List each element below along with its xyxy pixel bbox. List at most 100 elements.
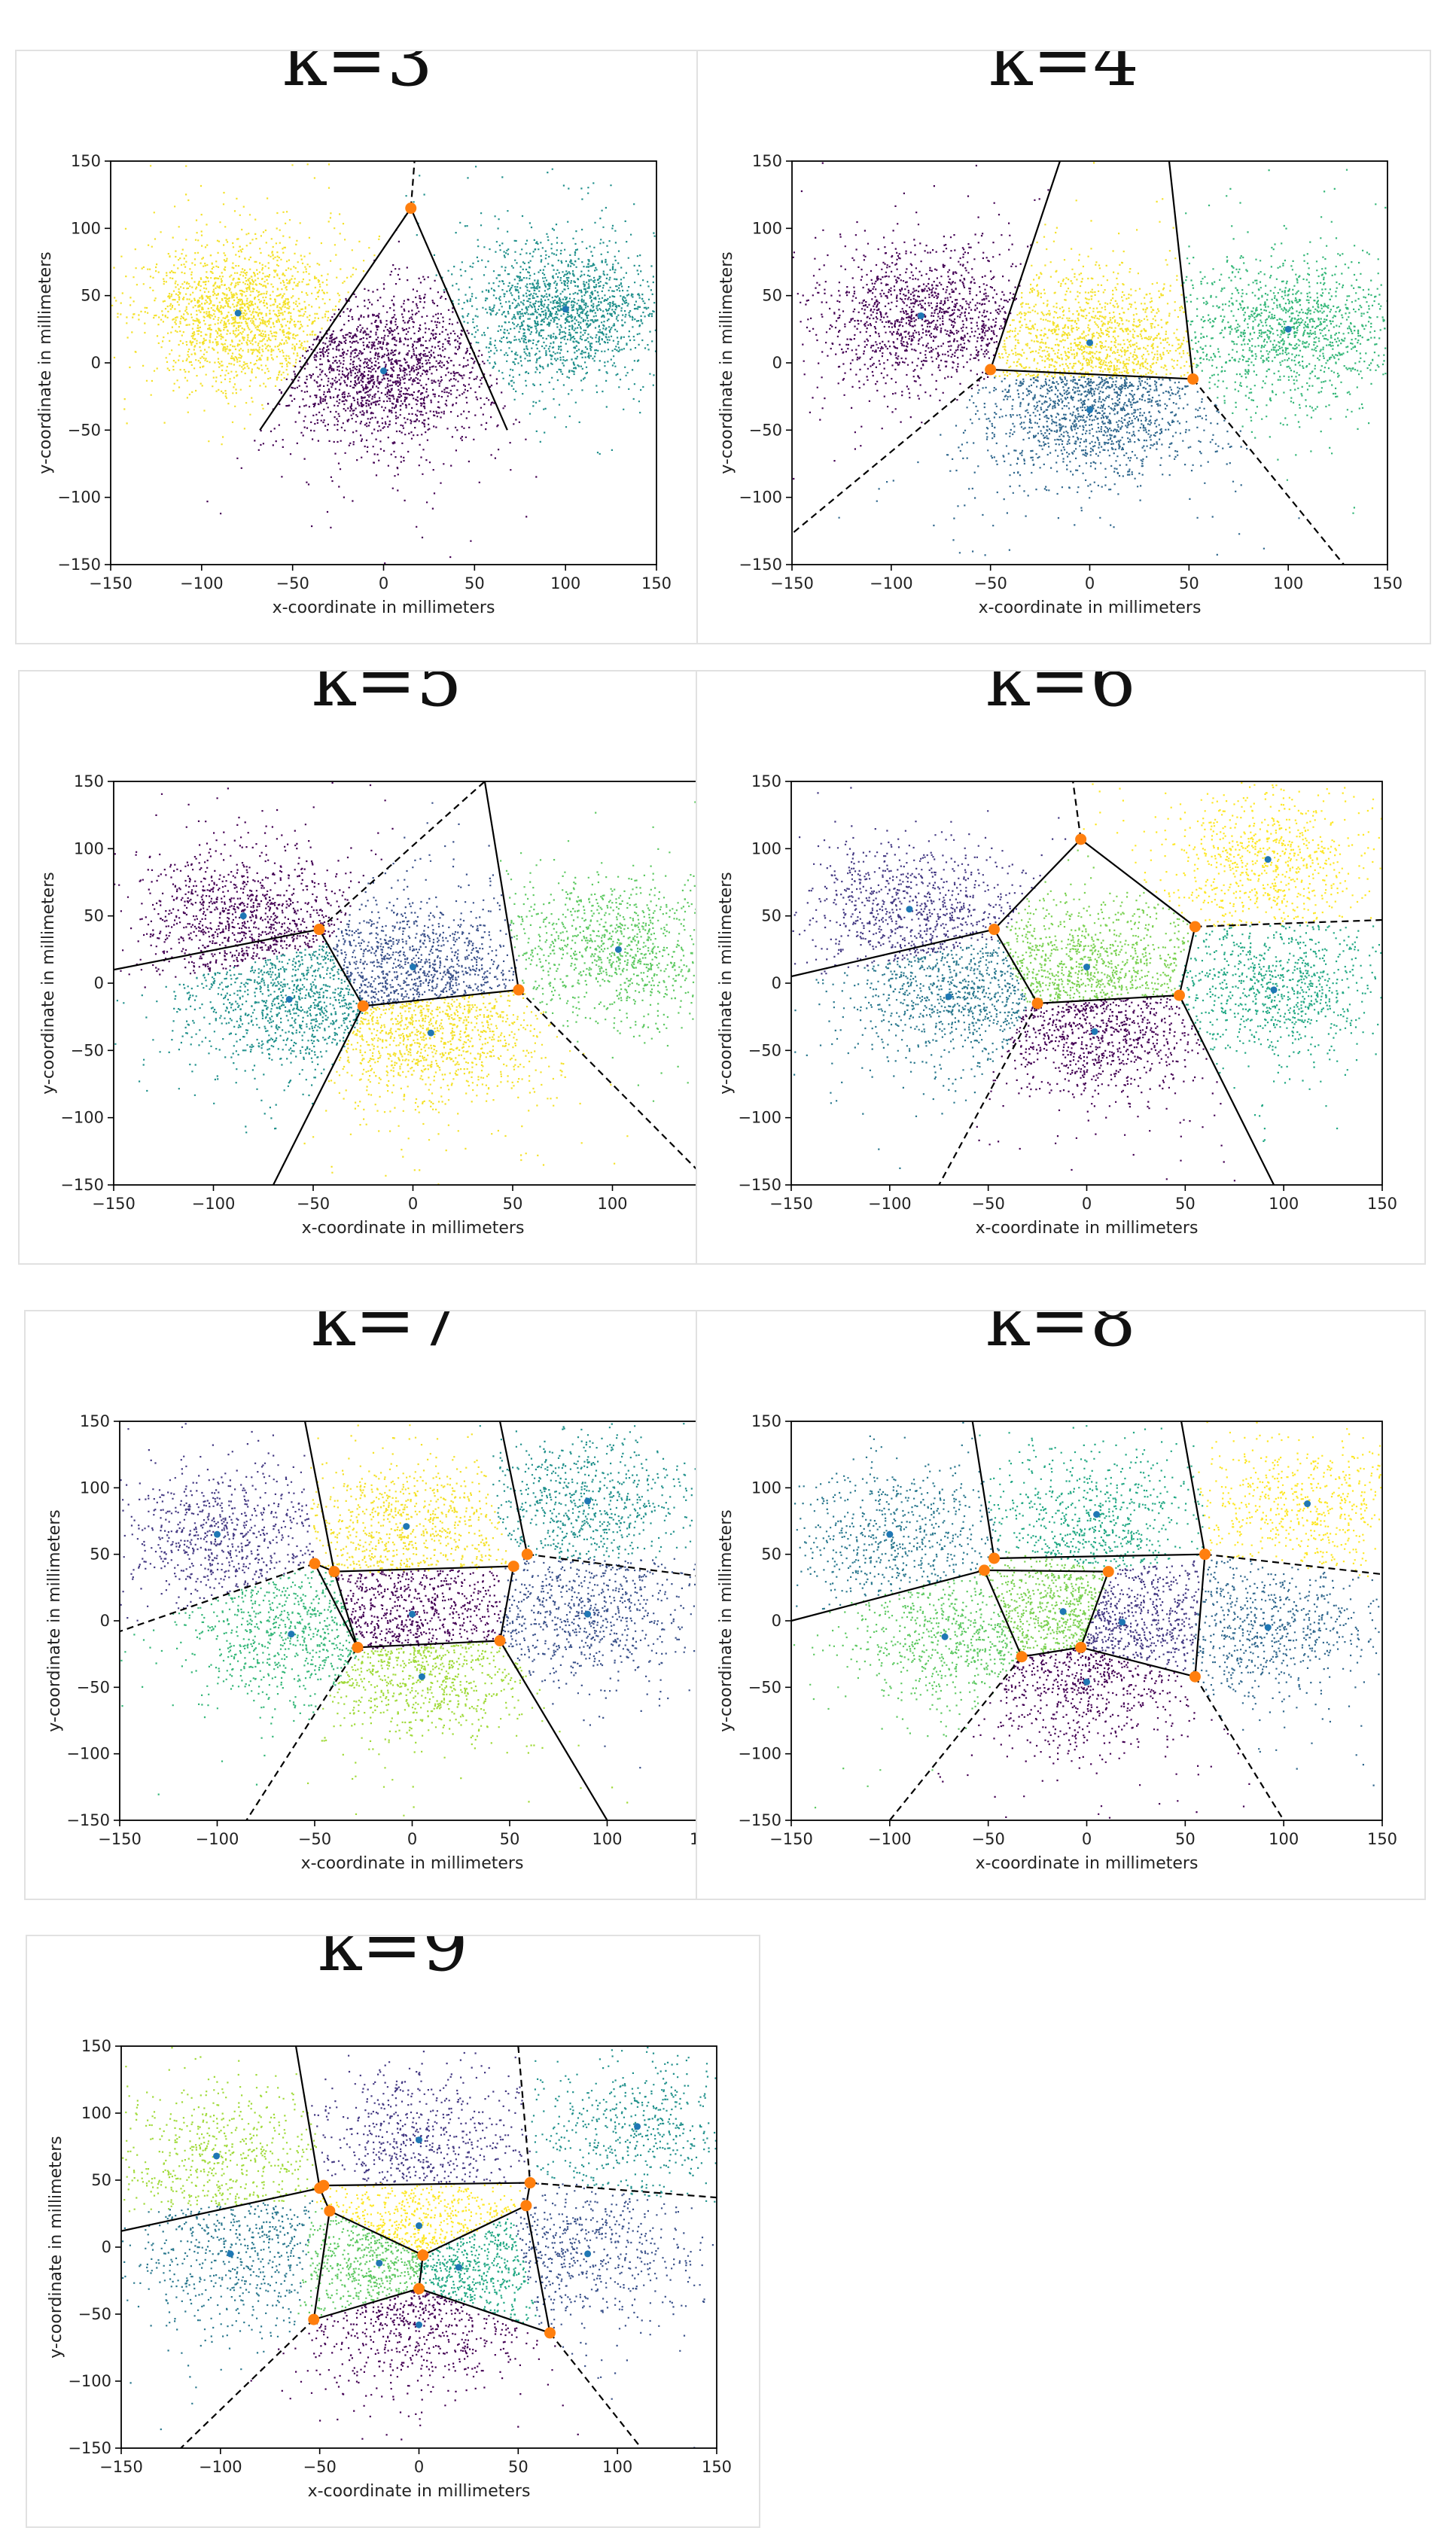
- y-tick-label: 100: [751, 839, 781, 857]
- y-tick-label: −150: [60, 1176, 104, 1194]
- scatter-points: [114, 781, 712, 1185]
- centroid-marker: [562, 306, 569, 313]
- cluster-points: [976, 994, 1235, 1182]
- voronoi-edge: [259, 207, 412, 431]
- x-tick-label: −100: [196, 1830, 239, 1848]
- centroid-marker: [1264, 1624, 1272, 1631]
- x-axis-label: x-coordinate in millimeters: [976, 1219, 1199, 1238]
- voronoi-edge: [1080, 1646, 1196, 1678]
- cluster-points: [1177, 924, 1382, 1142]
- x-axis-label: x-coordinate in millimeters: [273, 598, 495, 617]
- voronoi-edge: [410, 161, 416, 209]
- centroid-marker: [239, 912, 247, 920]
- voronoi-edge: [294, 2046, 321, 2188]
- x-tick-label: −150: [769, 1830, 813, 1848]
- voronoi-edge: [1178, 926, 1196, 996]
- voronoi-vertex: [1189, 921, 1201, 933]
- y-axis-label: y-coordinate in millimeters: [717, 872, 736, 1094]
- y-tick-label: 150: [71, 152, 101, 170]
- y-tick-label: −150: [57, 556, 101, 574]
- centroid-marker: [234, 309, 242, 317]
- y-tick-label: 0: [100, 1612, 110, 1630]
- voronoi-edge: [363, 988, 519, 1007]
- y-tick-label: 150: [751, 1412, 781, 1430]
- voronoi-edge: [498, 1566, 515, 1641]
- y-tick-label: −100: [739, 489, 782, 507]
- voronoi-edge: [318, 781, 486, 930]
- voronoi-edge: [1080, 1571, 1110, 1648]
- voronoi-edge: [498, 1421, 528, 1555]
- y-axis-label: y-coordinate in millimeters: [36, 251, 55, 474]
- centroid-marker: [584, 1610, 592, 1618]
- x-tick-label: −50: [974, 574, 1007, 592]
- voronoi-edge: [1192, 378, 1345, 565]
- centroid-marker: [1086, 339, 1093, 346]
- x-axis-label: x-coordinate in millimeters: [301, 1854, 524, 1873]
- voronoi-vertex: [309, 1558, 321, 1570]
- centroid-marker: [418, 1673, 425, 1680]
- chart-panel-k5: k=5 −150 −100 −50 0 50 100 150 −150 −100 −50 0 50 10…: [18, 670, 756, 1265]
- voronoi-edge: [1194, 1554, 1206, 1677]
- x-tick-label: 100: [597, 1195, 627, 1213]
- x-tick-label: −50: [297, 1195, 330, 1213]
- chart-title: k=6: [985, 670, 1136, 723]
- cluster-points: [404, 166, 656, 455]
- y-tick-label: 50: [762, 287, 782, 305]
- centroid-marker: [1083, 1678, 1090, 1686]
- voronoi-edge: [333, 1571, 359, 1648]
- x-tick-label: 50: [508, 2458, 528, 2476]
- voronoi-vertex: [1102, 1566, 1114, 1578]
- voronoi-edge: [993, 928, 1039, 1004]
- voronoi-vertex: [1187, 373, 1199, 385]
- voronoi-vertex: [985, 364, 997, 376]
- plot-svg: −150−100−50050100150−150−100−50050100150…: [45, 1412, 720, 1873]
- y-tick-label: −100: [738, 1109, 781, 1127]
- voronoi-vertex: [544, 2327, 556, 2339]
- y-tick-label: 150: [80, 1412, 110, 1430]
- centroid-marker: [410, 964, 416, 971]
- voronoi-edge: [971, 1421, 995, 1559]
- voronoi-edge: [993, 839, 1082, 930]
- axes-frame: [113, 781, 713, 1186]
- centroid-marker: [1086, 407, 1093, 414]
- centroid-marker: [380, 367, 387, 375]
- scatter-points: [122, 2046, 717, 2448]
- voronoi-edge: [114, 928, 320, 971]
- voronoi-edge: [527, 1553, 705, 1578]
- cluster-points: [122, 2200, 313, 2431]
- y-tick-label: −50: [71, 1041, 104, 1059]
- cluster-points: [792, 787, 1067, 975]
- chart-panel-k6: k=6 −150 −100 −50 0 50 100 150 −150 −100 −50 0 50 10…: [696, 670, 1426, 1265]
- voronoi-edge: [419, 2288, 550, 2334]
- x-tick-label: −100: [868, 1830, 912, 1848]
- x-axis-label: x-coordinate in millimeters: [979, 598, 1202, 617]
- chart-panel-k8: k=8 −150 −100 −50 0 50 100 150 −150 −100 −50 0 50 10…: [696, 1310, 1426, 1900]
- centroid-marker: [1091, 1028, 1098, 1035]
- y-axis-label: y-coordinate in millimeters: [39, 872, 58, 1094]
- y-axis-label: y-coordinate in millimeters: [45, 1509, 64, 1731]
- voronoi-edge: [888, 1656, 1023, 1820]
- voronoi-edges: [792, 161, 1345, 565]
- cluster-points: [418, 2218, 537, 2324]
- centroid-marker: [1119, 1619, 1126, 1626]
- chart-panel-k4: k=4 −150 −100 −50 0 50 100 150 −150 −100 −50 0 50 10…: [696, 50, 1431, 644]
- centroid-marker: [416, 2222, 422, 2230]
- cluster-points: [980, 1552, 1113, 1655]
- x-axis-label: x-coordinate in millimeters: [308, 2482, 531, 2501]
- cluster-points: [310, 1424, 507, 1574]
- y-tick-label: −150: [738, 1176, 781, 1194]
- chart-title: k=7: [311, 1310, 461, 1363]
- x-tick-label: 0: [1085, 574, 1095, 592]
- y-tick-label: −50: [68, 421, 101, 439]
- x-tick-label: −50: [972, 1195, 1005, 1213]
- voronoi-edge: [245, 1646, 358, 1820]
- centroid-marker: [614, 946, 622, 953]
- voronoi-edge: [121, 2187, 320, 2232]
- cluster-points: [333, 802, 519, 1008]
- x-tick-label: −150: [98, 1830, 142, 1848]
- voronoi-edges: [259, 161, 508, 431]
- voronoi-vertex: [413, 2283, 425, 2295]
- voronoi-vertex: [1199, 1549, 1211, 1561]
- chart-title: k=4: [988, 50, 1139, 102]
- axes-frame: [790, 781, 1383, 1186]
